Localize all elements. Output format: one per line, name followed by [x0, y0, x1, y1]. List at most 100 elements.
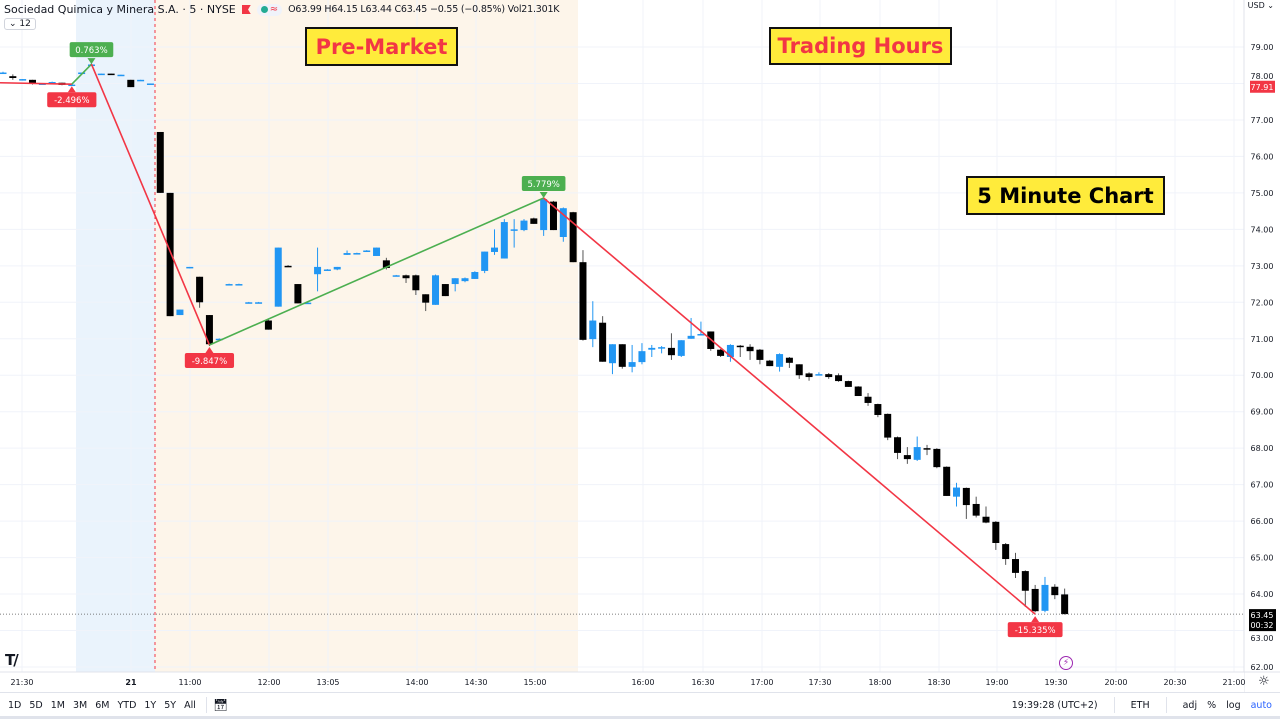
candle: [530, 217, 538, 224]
candle-body: [608, 344, 616, 364]
range-3m[interactable]: 3M: [72, 699, 88, 711]
candle-body: [697, 334, 705, 336]
candle-body: [933, 448, 941, 468]
candle: [815, 372, 823, 376]
market-status[interactable]: ≈: [256, 3, 283, 16]
candle-body: [196, 276, 204, 303]
candle: [235, 283, 243, 286]
candle-body: [284, 265, 292, 268]
candle-body: [343, 253, 351, 255]
candle-body: [923, 448, 931, 450]
candle: [19, 79, 27, 81]
candle: [1011, 552, 1019, 579]
settings-icon[interactable]: ☼: [1258, 674, 1270, 689]
candle: [608, 344, 616, 375]
divider: [205, 697, 207, 713]
candle: [245, 301, 253, 304]
swing-label-box: [184, 352, 235, 368]
symbol-legend[interactable]: Sociedad Quimica y Minera S.A. · 5 · NYS…: [4, 3, 560, 16]
candle: [540, 197, 548, 236]
range-1m[interactable]: 1M: [50, 699, 65, 711]
candle: [510, 219, 518, 248]
candle-body: [864, 396, 872, 403]
candle: [68, 84, 76, 87]
time-tick-label: 18:00: [868, 678, 891, 687]
auto-scale-toggle[interactable]: auto: [1250, 699, 1272, 711]
percent-toggle[interactable]: %: [1207, 699, 1217, 711]
trading-hours-label[interactable]: Trading Hours: [769, 27, 952, 65]
ohlc-values: O63.99 H64.15 L63.44 C63.45 −0.55 (−0.85…: [288, 4, 560, 15]
candle-body: [756, 349, 764, 360]
time-tick-label: 13:05: [316, 678, 339, 687]
swing-line: [90, 63, 211, 346]
candle-body: [481, 251, 489, 271]
candle-body: [805, 373, 813, 378]
price-tick-label: 71.00: [1251, 335, 1274, 344]
candle-body: [304, 302, 312, 305]
candle-body: [540, 199, 548, 231]
swing-label-box: [47, 92, 97, 108]
candle-body: [569, 212, 577, 263]
candle: [156, 131, 164, 193]
range-all[interactable]: All: [184, 699, 196, 711]
range-5y[interactable]: 5Y: [164, 699, 177, 711]
candle-body: [776, 354, 784, 367]
candle-body: [28, 79, 36, 84]
candle-body: [264, 320, 272, 330]
range-1y[interactable]: 1Y: [144, 699, 157, 711]
candle: [205, 315, 213, 347]
range-6m[interactable]: 6M: [95, 699, 110, 711]
candle-body: [0, 72, 7, 75]
candle-body: [785, 357, 793, 363]
timeframe-note[interactable]: 5 Minute Chart: [966, 176, 1165, 215]
currency-selector[interactable]: USD ⌄: [1248, 1, 1274, 10]
candle-body: [382, 260, 390, 269]
candle: [638, 343, 646, 365]
flag-icon[interactable]: [241, 5, 251, 14]
session-toggle[interactable]: ETH: [1130, 699, 1150, 711]
tradingview-logo[interactable]: T/: [5, 651, 19, 669]
candle: [274, 247, 282, 307]
candle: [618, 344, 626, 369]
go-to-date-icon[interactable]: 📅︎: [212, 698, 229, 712]
swing-label-box: [521, 175, 566, 191]
candle: [314, 247, 322, 292]
price-tick-label: 75.00: [1251, 189, 1274, 198]
candle: [402, 274, 410, 283]
symbol-title[interactable]: Sociedad Quimica y Minera S.A. · 5 · NYS…: [4, 3, 236, 16]
time-tick-label: 14:30: [464, 678, 487, 687]
swing-label-pointer: [205, 346, 214, 353]
candle-body: [451, 278, 459, 285]
bottom-border: [0, 716, 1280, 719]
candle: [766, 359, 774, 367]
candle-body: [530, 218, 538, 224]
price-tick-label: 69.00: [1251, 408, 1274, 417]
price-tick-label: 67.00: [1251, 481, 1274, 490]
candle: [913, 436, 921, 461]
candle-body: [205, 315, 213, 345]
time-tick-label: 12:00: [257, 678, 280, 687]
candle: [481, 251, 489, 274]
lightning-icon[interactable]: ⚡: [1059, 656, 1073, 670]
indicators-toggle[interactable]: ⌄ 12: [4, 18, 36, 30]
candle-body: [677, 340, 685, 356]
candle-body: [1011, 559, 1019, 573]
divider: [1165, 697, 1167, 713]
adj-toggle[interactable]: adj: [1182, 699, 1198, 711]
log-toggle[interactable]: log: [1226, 699, 1241, 711]
range-ytd[interactable]: YTD: [117, 699, 137, 711]
candle: [677, 340, 685, 357]
candle: [726, 344, 734, 362]
bar-countdown: 00:32: [1250, 621, 1273, 630]
candle: [903, 447, 911, 464]
candle-body: [245, 302, 253, 304]
candle: [628, 344, 636, 373]
pre-market-label[interactable]: Pre-Market: [305, 27, 458, 66]
clock[interactable]: 19:39:28 (UTC+2): [1011, 699, 1098, 711]
candle-body: [962, 487, 970, 506]
candle-body: [19, 79, 27, 81]
range-1d[interactable]: 1D: [8, 699, 22, 711]
range-5d[interactable]: 5D: [29, 699, 43, 711]
candle: [392, 274, 400, 277]
